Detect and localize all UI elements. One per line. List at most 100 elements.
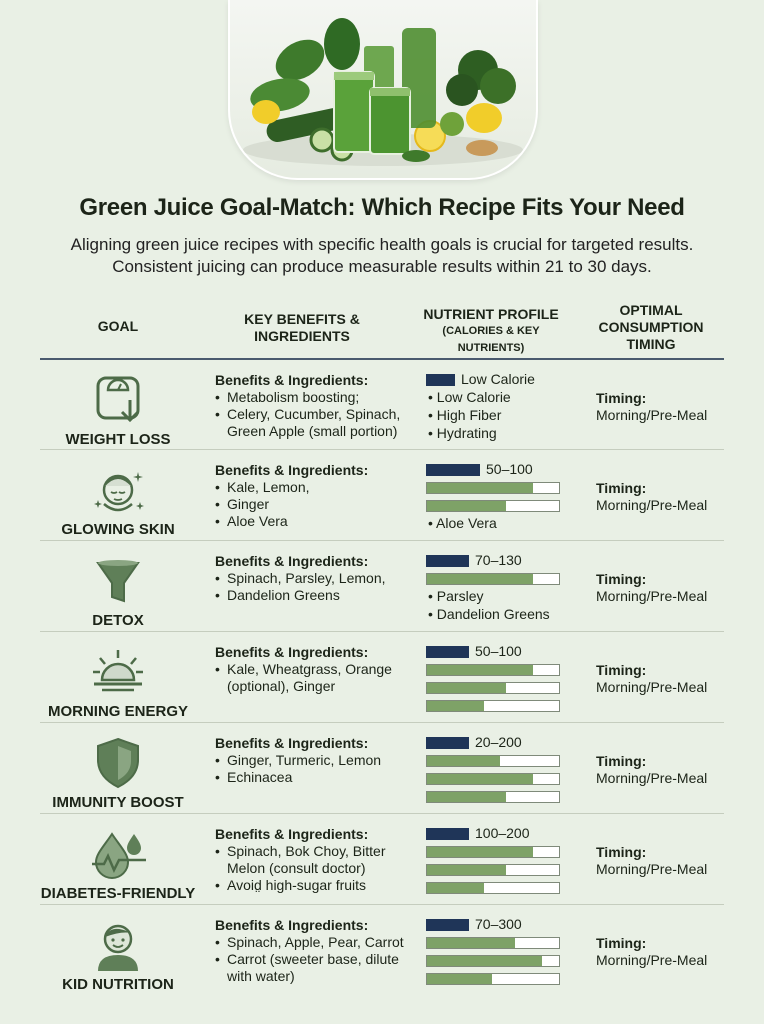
table-row: GLOWING SKIN Benefits & Ingredients:Kale,… <box>40 449 724 540</box>
nutrient-bar <box>426 573 560 585</box>
timing-cell: Timing: Morning/Pre-Meal <box>596 662 724 696</box>
benefit-item: Kale, Wheatgrass, Orange (optional), Gin… <box>215 661 415 695</box>
nutrient-profile: 70–300 <box>426 915 586 995</box>
timing-value: Morning/Pre-Meal <box>596 407 708 423</box>
table-row: IMMUNITY BOOST Benefits & Ingredients:Gin… <box>40 722 724 813</box>
header-benefits: KEY BENEFITS & INGREDIENTS <box>212 311 392 345</box>
calorie-range: 70–300 <box>475 916 522 932</box>
nutrient-bar-fill <box>427 701 484 711</box>
table-row: DIABETES-FRIENDLY Benefits & Ingredients:… <box>40 813 724 904</box>
benefits-heading: Benefits & Ingredients: <box>215 462 369 478</box>
drops-heartbeat-icon <box>90 826 146 882</box>
benefit-item: Ginger <box>215 496 415 513</box>
benefits-cell: Benefits & Ingredients:Ginger, Turmeric,… <box>215 735 415 786</box>
nutrient-bar <box>426 664 560 676</box>
nutrient-bar <box>426 755 560 767</box>
intro-line: Aligning green juice recipes with specif… <box>70 235 694 254</box>
timing-value: Morning/Pre-Meal <box>596 497 708 513</box>
benefits-list: Kale, Lemon,GingerAloe Vera <box>215 479 415 530</box>
timing-heading: Timing: <box>596 662 647 678</box>
timing-value: Morning/Pre-Meal <box>596 679 708 695</box>
timing-value: Morning/Pre-Meal <box>596 770 708 786</box>
benefit-item: Avoid̤ high-sugar fruits <box>215 877 415 894</box>
benefits-heading: Benefits & Ingredients: <box>215 917 369 933</box>
benefits-list: Spinach, Parsley, Lemon,Dandelion Greens <box>215 570 415 604</box>
nutrient-profile: 20–200 <box>426 733 586 813</box>
nutrient-bar <box>426 791 560 803</box>
benefits-list: Metabolism boosting;Celery, Cucumber, Sp… <box>215 389 415 440</box>
nutrient-profile: 70–130 ParsleyDandelion Greens <box>426 551 586 631</box>
header-timing-line: TIMING <box>626 336 676 352</box>
nutrient-bar-fill <box>427 938 516 948</box>
header-nutrient: NUTRIENT PROFILE (CALORIES & KEY NUTRIEN… <box>416 306 566 357</box>
header-timing-line: CONSUMPTION <box>598 319 704 335</box>
nutrient-bar-fill <box>427 665 533 675</box>
benefit-item: Echinacea <box>215 769 415 786</box>
nutrient-bar-fill <box>427 883 484 893</box>
nutrient-bar-fill <box>427 683 507 693</box>
benefits-cell: Benefits & Ingredients:Spinach, Bok Choy… <box>215 826 415 894</box>
nutrient-bar-fill <box>427 501 507 511</box>
nutrient-item: Aloe Vera <box>428 514 497 532</box>
goal-label: KID NUTRITION <box>62 976 174 993</box>
timing-cell: Timing: Morning/Pre-Meal <box>596 571 724 605</box>
nutrient-bar <box>426 973 560 985</box>
benefit-item: Spinach, Bok Choy, Bitter Melon (consult… <box>215 843 415 877</box>
benefits-cell: Benefits & Ingredients:Spinach, Parsley,… <box>215 553 415 604</box>
goal-label: GLOWING SKIN <box>61 521 175 538</box>
benefit-item: Celery, Cucumber, Spinach, Green Apple (… <box>215 406 415 440</box>
timing-heading: Timing: <box>596 753 647 769</box>
timing-value: Morning/Pre-Meal <box>596 588 708 604</box>
table-row: KID NUTRITION Benefits & Ingredients:Spin… <box>40 904 724 995</box>
nutrient-bar <box>426 773 560 785</box>
nutrient-bar <box>426 700 560 712</box>
nutrient-profile: 50–100 Aloe Vera <box>426 460 586 540</box>
table-row: DETOX Benefits & Ingredients:Spinach, Par… <box>40 540 724 631</box>
nutrient-bar <box>426 682 560 694</box>
benefit-item: Carrot (sweeter base, dilute with water) <box>215 951 415 985</box>
benefit-item: Kale, Lemon, <box>215 479 415 496</box>
benefit-item: Ginger, Turmeric, Lemon <box>215 752 415 769</box>
benefits-list: Kale, Wheatgrass, Orange (optional), Gin… <box>215 661 415 695</box>
nutrient-bar <box>426 482 560 494</box>
timing-cell: Timing: Morning/Pre-Meal <box>596 480 724 514</box>
nutrient-bar <box>426 846 560 858</box>
calorie-range: 50–100 <box>486 461 533 477</box>
nutrient-profile: 100–200 <box>426 824 586 904</box>
intro-text: Aligning green juice recipes with specif… <box>30 234 734 278</box>
nutrient-bar-fill <box>427 574 533 584</box>
page-title: Green Juice Goal-Match: Which Recipe Fit… <box>79 194 685 221</box>
benefit-item: Metabolism boosting; <box>215 389 415 406</box>
nutrient-bar-fill <box>427 774 533 784</box>
timing-cell: Timing: Morning/Pre-Meal <box>596 390 724 424</box>
header-benefits-line: INGREDIENTS <box>254 328 350 344</box>
calorie-bar <box>426 646 469 658</box>
timing-heading: Timing: <box>596 480 647 496</box>
calorie-range: 100–200 <box>475 825 530 841</box>
calorie-range: 70–130 <box>475 552 522 568</box>
benefits-list: Ginger, Turmeric, LemonEchinacea <box>215 752 415 786</box>
nutrient-bar-fill <box>427 956 542 966</box>
timing-heading: Timing: <box>596 571 647 587</box>
benefits-heading: Benefits & Ingredients: <box>215 735 369 751</box>
nutrient-bar <box>426 955 560 967</box>
calorie-bar <box>426 828 469 840</box>
benefits-cell: Benefits & Ingredients:Spinach, Apple, P… <box>215 917 415 985</box>
nutrient-profile: Low CalorieLow CalorieHigh FiberHydratin… <box>426 370 586 450</box>
timing-value: Morning/Pre-Meal <box>596 861 708 877</box>
goal-label: DETOX <box>92 612 144 629</box>
benefits-heading: Benefits & Ingredients: <box>215 826 369 842</box>
nutrient-item: Low Calorie <box>428 388 511 406</box>
nutrient-bar-fill <box>427 792 507 802</box>
benefit-item: Spinach, Apple, Pear, Carrot <box>215 934 415 951</box>
header-nutrient-title: NUTRIENT PROFILE <box>423 306 559 322</box>
hero-image <box>228 0 538 180</box>
benefit-item: Spinach, Parsley, Lemon, <box>215 570 415 587</box>
nutrient-bar-fill <box>427 756 500 766</box>
timing-heading: Timing: <box>596 844 647 860</box>
header-nutrient-sub: NUTRIENTS) <box>457 342 525 354</box>
nutrient-profile: 50–100 <box>426 642 586 722</box>
face-sparkle-icon <box>90 462 146 518</box>
nutrient-item: Parsley <box>428 587 484 605</box>
benefits-cell: Benefits & Ingredients:Metabolism boosti… <box>215 372 415 440</box>
